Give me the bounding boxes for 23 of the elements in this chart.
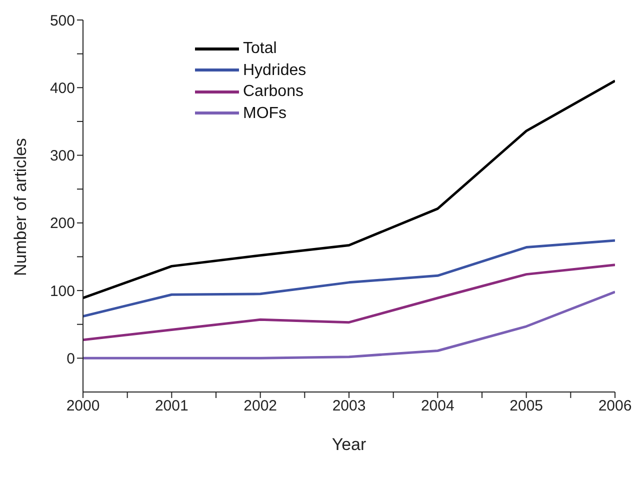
- x-tick-label: 2003: [332, 398, 366, 415]
- x-tick-label: 2005: [510, 398, 544, 415]
- x-tick-label: 2004: [420, 398, 454, 415]
- line-series: [83, 80, 615, 300]
- line-series: [83, 239, 615, 318]
- legend-label: Hydrides: [243, 60, 306, 80]
- y-tick-label: 300: [50, 148, 75, 165]
- x-tick-label: 2001: [154, 398, 188, 415]
- y-axis-title: Number of articles: [11, 138, 30, 276]
- legend-label: MOFs: [243, 104, 287, 124]
- y-tick-label: 400: [50, 80, 75, 97]
- line-series: [83, 264, 615, 342]
- y-tick-label: 0: [66, 350, 75, 368]
- x-tick-label: 2002: [244, 398, 278, 415]
- x-axis-title: Year: [332, 435, 367, 454]
- legend-label: Carbons: [243, 82, 304, 102]
- y-tick-label: 100: [50, 282, 75, 300]
- y-tick-label: 200: [50, 215, 75, 232]
- legend-label: Total: [243, 39, 277, 59]
- x-tick-label: 2000: [66, 398, 100, 415]
- line-series: [83, 290, 615, 360]
- y-tick-label: 500: [50, 12, 75, 30]
- x-tick-label: 2006: [598, 398, 632, 415]
